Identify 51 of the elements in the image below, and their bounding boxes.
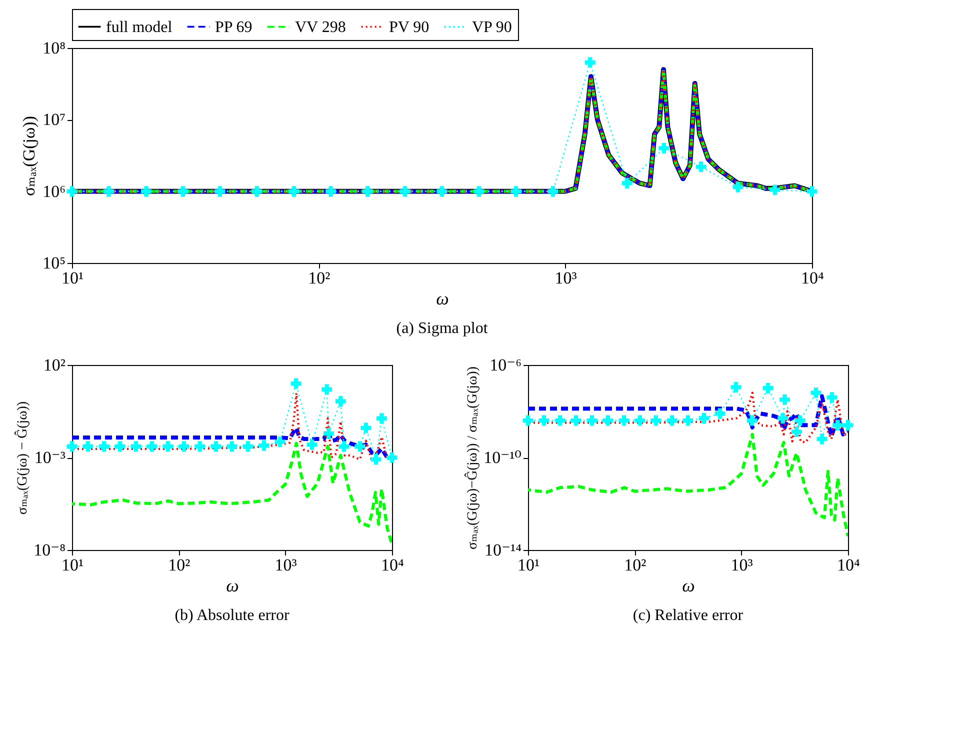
point [436, 186, 448, 197]
y-tick-label: 10⁷ [42, 110, 66, 130]
point [770, 184, 780, 196]
x-axis-title: ω [436, 288, 449, 308]
point [696, 162, 706, 172]
x-tick-label: 10³ [730, 556, 753, 574]
text: (c) Relative error [632, 607, 744, 624]
y-tick-label: 10⁶ [42, 182, 66, 201]
point [362, 186, 373, 197]
legend-label: VV 298 [295, 18, 346, 36]
point [732, 182, 744, 192]
y-tick-label: 10⁸ [42, 38, 66, 58]
legend-label: PV 90 [389, 18, 430, 36]
point [622, 178, 632, 188]
x-tick-label: 10³ [554, 268, 577, 288]
point [178, 186, 188, 197]
y-tick-label: 10⁻³ [34, 448, 66, 467]
legend-label: PP 69 [215, 18, 252, 36]
y-tick-label: 10⁻¹⁰ [484, 448, 522, 467]
legend-label: VP 90 [472, 18, 512, 36]
y-axis-title: σₘₐₓ(G(jω) − Ĝ(jω)) [14, 401, 31, 515]
point [548, 186, 558, 197]
y-tick-label: 10⁻⁶ [490, 356, 522, 374]
x-tick-label: 10⁴ [381, 556, 404, 574]
point [252, 186, 262, 197]
point [326, 186, 336, 197]
point [400, 186, 410, 197]
point [806, 186, 818, 197]
x-tick-label: 10⁴ [801, 268, 824, 288]
point [141, 186, 152, 197]
x-axis-title: ω [682, 576, 695, 596]
y-axis-title: σₘₐₓ(G(jω)−Ĝ(jω)) / σₘₐₓ(G(jω)) [464, 366, 481, 550]
point [104, 186, 114, 197]
x-tick-label: 10⁴ [837, 556, 860, 574]
y-axis-title: σₘₐₓ(G(jω)) [20, 116, 39, 196]
point [66, 186, 78, 197]
point [288, 186, 300, 197]
point [510, 186, 522, 197]
x-tick-label: 10² [308, 268, 330, 288]
text: (b) Absolute error [174, 607, 290, 624]
point [584, 57, 596, 68]
point [214, 186, 226, 197]
text: (a) Sigma plot [396, 320, 488, 337]
point [658, 142, 670, 154]
x-axis-title: ω [226, 576, 239, 596]
x-tick-label: 10³ [274, 556, 297, 574]
point [474, 186, 484, 197]
legend-label: full model [106, 18, 173, 36]
x-tick-label: 10² [624, 556, 646, 574]
y-tick-label: 10² [43, 356, 66, 374]
x-tick-label: 10² [168, 556, 190, 574]
